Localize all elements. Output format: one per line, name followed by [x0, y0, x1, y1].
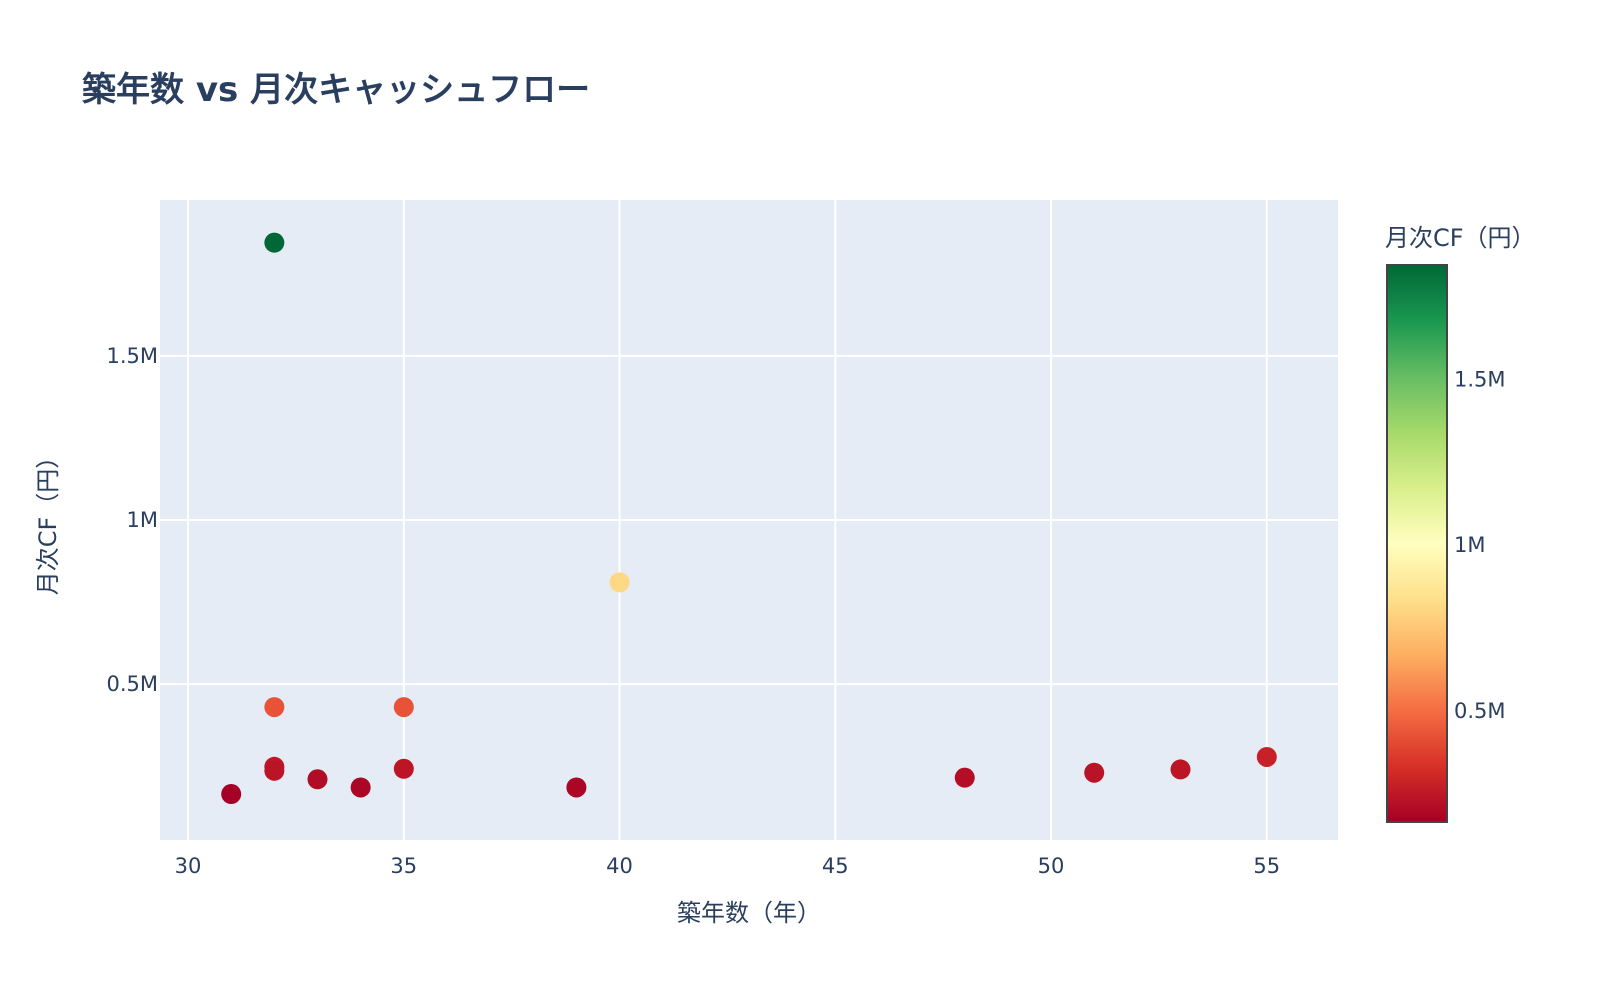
chart-title: 築年数 vs 月次キャッシュフロー — [82, 70, 591, 110]
data-point[interactable] — [609, 572, 630, 593]
gridlines — [160, 200, 1338, 840]
data-points — [221, 232, 1277, 805]
colorbar-tick-label: 1M — [1454, 533, 1485, 557]
data-point[interactable] — [1170, 759, 1191, 780]
colorbar-tick-label: 1.5M — [1454, 367, 1506, 391]
y-tick-label: 1.5M — [106, 344, 158, 368]
x-axis-title: 築年数（年） — [677, 899, 821, 927]
colorbar-tick-label: 0.5M — [1454, 699, 1506, 723]
y-axis-title: 月次CF（円） — [34, 445, 62, 596]
data-point[interactable] — [954, 767, 975, 788]
colorbar-ticks: 0.5M 1M 1.5M — [1454, 367, 1506, 723]
data-point[interactable] — [393, 758, 414, 779]
data-point[interactable] — [264, 760, 285, 781]
x-tick-label: 35 — [390, 854, 417, 878]
colorbar-gradient — [1386, 264, 1448, 823]
y-tick-label: 0.5M — [106, 672, 158, 696]
colorbar-title: 月次CF（円） — [1385, 224, 1536, 252]
x-tick-label: 55 — [1253, 854, 1280, 878]
x-tick-label: 30 — [175, 854, 202, 878]
y-tick-label: 1M — [127, 508, 158, 532]
data-point[interactable] — [221, 784, 242, 805]
data-point[interactable] — [264, 232, 285, 253]
x-axis-ticks: 30 35 40 45 50 55 — [175, 854, 1280, 878]
data-point[interactable] — [307, 769, 328, 790]
colorbar: 月次CF（円） 0.5M 1M 1.5M — [1385, 224, 1536, 823]
data-point[interactable] — [264, 697, 285, 718]
data-point[interactable] — [350, 777, 371, 798]
data-point[interactable] — [566, 777, 587, 798]
x-tick-label: 45 — [822, 854, 849, 878]
data-point[interactable] — [393, 697, 414, 718]
y-axis-ticks: 0.5M 1M 1.5M — [106, 344, 158, 696]
data-point[interactable] — [1256, 746, 1277, 767]
x-tick-label: 40 — [606, 854, 633, 878]
data-point[interactable] — [1084, 762, 1105, 783]
x-tick-label: 50 — [1038, 854, 1065, 878]
